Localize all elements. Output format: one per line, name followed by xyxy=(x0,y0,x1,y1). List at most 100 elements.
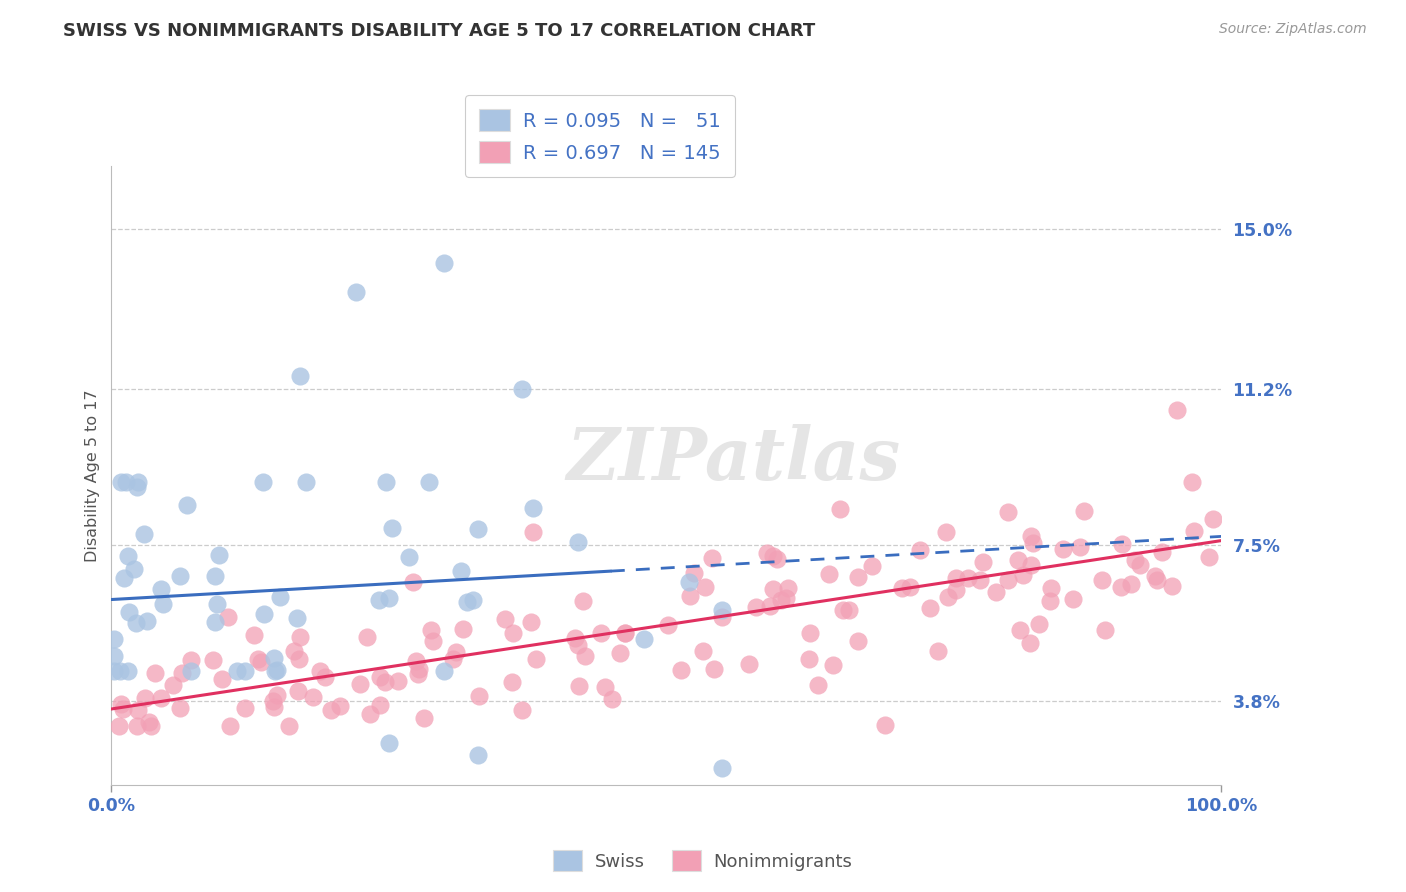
Point xyxy=(262,694,284,708)
Point xyxy=(349,676,371,690)
Point xyxy=(762,582,785,597)
Point xyxy=(759,599,782,614)
Point xyxy=(703,661,725,675)
Point xyxy=(766,551,789,566)
Point xyxy=(288,630,311,644)
Point xyxy=(252,475,274,489)
Point xyxy=(283,644,305,658)
Point xyxy=(927,644,949,658)
Point xyxy=(344,285,367,300)
Point xyxy=(288,652,311,666)
Point xyxy=(821,657,844,672)
Point xyxy=(593,680,616,694)
Point xyxy=(406,667,429,681)
Point xyxy=(502,626,524,640)
Point xyxy=(319,703,342,717)
Point xyxy=(494,612,516,626)
Point xyxy=(613,626,636,640)
Point xyxy=(969,574,991,588)
Point xyxy=(233,664,256,678)
Point xyxy=(567,534,589,549)
Point xyxy=(110,698,132,712)
Point xyxy=(520,615,543,629)
Point xyxy=(832,603,855,617)
Point xyxy=(1150,545,1173,559)
Point xyxy=(984,585,1007,599)
Point xyxy=(678,574,700,589)
Point xyxy=(226,664,249,678)
Point xyxy=(450,565,472,579)
Y-axis label: Disability Age 5 to 17: Disability Age 5 to 17 xyxy=(86,389,100,562)
Point xyxy=(945,582,967,597)
Point xyxy=(761,549,783,563)
Point xyxy=(1010,623,1032,637)
Point xyxy=(522,500,544,515)
Point xyxy=(266,663,288,677)
Point xyxy=(524,652,547,666)
Point xyxy=(574,649,596,664)
Point xyxy=(1146,573,1168,587)
Point xyxy=(110,475,132,489)
Point xyxy=(169,700,191,714)
Point xyxy=(176,498,198,512)
Point xyxy=(314,670,336,684)
Point xyxy=(270,591,292,605)
Point xyxy=(1019,558,1042,572)
Point xyxy=(1007,553,1029,567)
Point xyxy=(202,653,225,667)
Point xyxy=(374,475,396,489)
Point xyxy=(301,690,323,704)
Point xyxy=(441,651,464,665)
Point xyxy=(1166,403,1188,417)
Legend: R = 0.095   N =   51, R = 0.697   N = 145: R = 0.095 N = 51, R = 0.697 N = 145 xyxy=(465,95,734,178)
Point xyxy=(1125,553,1147,567)
Point xyxy=(657,617,679,632)
Point xyxy=(1040,582,1063,596)
Point xyxy=(710,761,733,775)
Point xyxy=(501,674,523,689)
Point xyxy=(219,719,242,733)
Point xyxy=(108,719,131,733)
Point xyxy=(122,562,145,576)
Point xyxy=(381,521,404,535)
Point xyxy=(433,664,456,678)
Point xyxy=(564,631,586,645)
Point xyxy=(745,599,768,614)
Point xyxy=(1022,536,1045,550)
Point xyxy=(117,664,139,678)
Point xyxy=(204,568,226,582)
Point xyxy=(263,650,285,665)
Point xyxy=(418,475,440,489)
Point xyxy=(799,652,821,666)
Point xyxy=(1202,512,1225,526)
Point xyxy=(211,673,233,687)
Point xyxy=(770,593,793,607)
Text: Source: ZipAtlas.com: Source: ZipAtlas.com xyxy=(1219,22,1367,37)
Point xyxy=(692,644,714,658)
Point xyxy=(614,626,637,640)
Point xyxy=(1111,537,1133,551)
Point xyxy=(249,655,271,669)
Point xyxy=(738,657,761,672)
Point xyxy=(1198,549,1220,564)
Point xyxy=(207,549,229,563)
Point xyxy=(132,527,155,541)
Point xyxy=(398,550,420,565)
Point xyxy=(412,711,434,725)
Point xyxy=(242,628,264,642)
Point xyxy=(1073,504,1095,518)
Point xyxy=(103,632,125,647)
Point xyxy=(127,719,149,733)
Point xyxy=(1028,616,1050,631)
Point xyxy=(419,624,441,638)
Point xyxy=(702,551,724,566)
Point xyxy=(997,574,1019,588)
Point xyxy=(997,505,1019,519)
Point xyxy=(103,649,125,664)
Point xyxy=(682,566,704,580)
Point xyxy=(807,678,830,692)
Point xyxy=(118,605,141,619)
Point xyxy=(468,690,491,704)
Point xyxy=(103,664,125,678)
Point xyxy=(112,571,135,585)
